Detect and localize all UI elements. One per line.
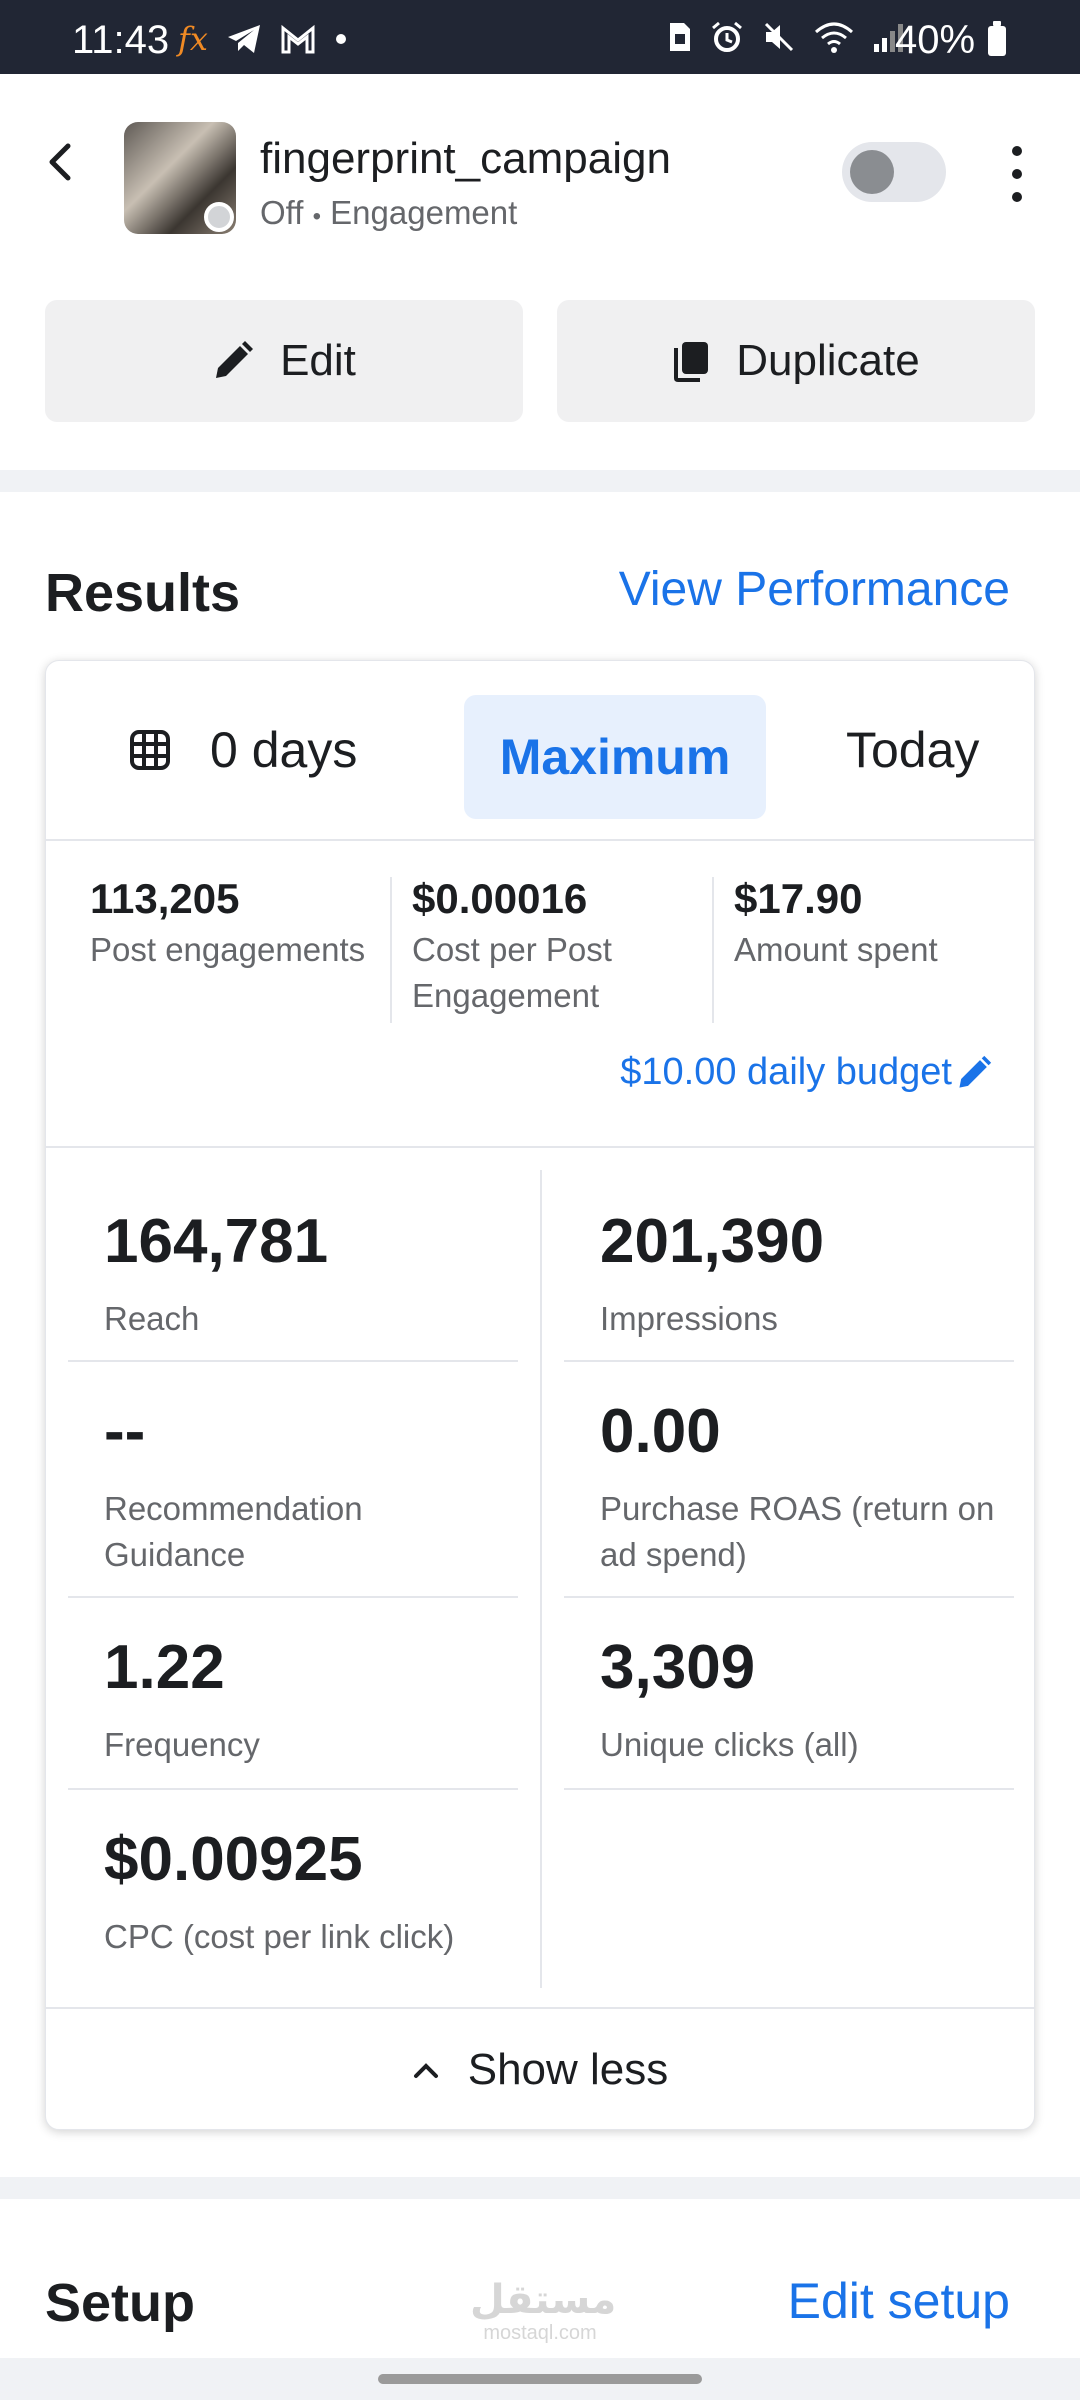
pencil-icon <box>216 341 254 378</box>
show-less-label: Show less <box>467 2045 669 2094</box>
home-gesture-handle[interactable] <box>378 2374 702 2384</box>
metric-value: 201,390 <box>600 1207 825 1276</box>
calendar-grid-icon <box>130 730 170 770</box>
metric-recommendation-guidance: -- Recommendation Guidance <box>68 1362 518 1598</box>
summary-divider <box>390 877 392 1023</box>
metric-label: Purchase ROAS (return on ad spend) <box>600 1490 995 1573</box>
summary-label: Cost per Post Engagement <box>412 931 612 1014</box>
campaign-status: Off <box>260 194 304 231</box>
alarm-icon <box>712 21 742 52</box>
summary-cost-per-engagement: $0.00016 Cost per Post Engagement <box>412 875 672 1019</box>
summary-value: $0.00016 <box>412 875 588 922</box>
subtitle-separator: • <box>312 203 321 230</box>
today-range-option[interactable]: Today <box>846 722 980 778</box>
fx-icon: fx <box>178 20 208 58</box>
metric-cpc: $0.00925 CPC (cost per link click) <box>68 1790 518 1988</box>
wifi-icon <box>815 22 853 53</box>
section-divider <box>0 2177 1080 2199</box>
duplicate-icon <box>674 342 709 382</box>
status-bar: 11:43 fx 40% <box>0 0 1080 74</box>
notification-icons: fx <box>178 20 348 58</box>
section-divider <box>0 470 1080 492</box>
metric-label: Impressions <box>600 1300 778 1337</box>
toggle-knob <box>850 150 894 194</box>
campaign-toggle[interactable] <box>842 142 946 202</box>
view-performance-link[interactable]: View Performance <box>618 563 1010 616</box>
metric-purchase-roas: 0.00 Purchase ROAS (return on ad spend) <box>564 1362 1014 1598</box>
battery-percent: 40% <box>895 18 976 62</box>
campaign-header: fingerprint_campaign Off • Engagement <box>0 74 1080 274</box>
gmail-icon <box>281 24 315 54</box>
summary-label: Post engagements <box>90 931 366 968</box>
battery-icon <box>988 21 1006 56</box>
mostaql-watermark: مستقل mostaql.com <box>470 2278 617 2345</box>
results-card: 0 days Maximum Today 113,205 Post engage… <box>45 660 1035 2130</box>
summary-amount-spent: $17.90 Amount spent <box>734 875 1014 973</box>
duplicate-button-label: Duplicate <box>736 336 920 385</box>
back-arrow-icon[interactable] <box>40 140 84 184</box>
summary-stats: 113,205 Post engagements $0.00016 Cost p… <box>46 841 1034 1148</box>
metric-label: Recommendation Guidance <box>104 1490 363 1573</box>
setup-title: Setup <box>45 2273 196 2333</box>
metric-value: 164,781 <box>104 1207 329 1276</box>
days-label: 0 days <box>210 722 358 778</box>
pencil-icon <box>959 1055 992 1088</box>
signal-icon <box>874 24 903 52</box>
metric-value: 1.22 <box>104 1633 225 1702</box>
metric-frequency: 1.22 Frequency <box>68 1598 518 1790</box>
summary-value: 113,205 <box>90 875 240 922</box>
edit-button[interactable]: Edit <box>45 300 523 422</box>
metric-impressions: 201,390 Impressions <box>564 1170 1014 1362</box>
system-icons <box>668 20 906 54</box>
metrics-grid: 164,781 Reach -- Recommendation Guidance… <box>46 1170 1034 1988</box>
chevron-up-icon <box>413 2063 438 2078</box>
metric-reach: 164,781 Reach <box>68 1170 518 1362</box>
metric-value: 3,309 <box>600 1633 756 1702</box>
daily-budget-label: $10.00 daily budget <box>620 1051 952 1093</box>
campaign-name: fingerprint_campaign <box>260 134 671 183</box>
metric-value: -- <box>104 1397 146 1466</box>
summary-label: Amount spent <box>734 931 938 968</box>
results-title: Results <box>45 563 241 623</box>
metric-value: $0.00925 <box>104 1825 363 1894</box>
metrics-column-divider <box>540 1170 542 1988</box>
summary-divider <box>712 877 714 1023</box>
daily-budget-link[interactable]: $10.00 daily budget <box>620 1051 992 1094</box>
edit-button-label: Edit <box>280 336 356 385</box>
metric-value: 0.00 <box>600 1397 721 1466</box>
watermark-arabic: مستقل <box>470 2278 617 2322</box>
metric-label: Reach <box>104 1300 200 1337</box>
metric-label: CPC (cost per link click) <box>104 1918 455 1955</box>
sim-icon <box>670 23 690 51</box>
metric-label: Unique clicks (all) <box>600 1726 859 1763</box>
status-dot-icon <box>204 202 234 232</box>
metric-label: Frequency <box>104 1726 260 1763</box>
duplicate-button[interactable]: Duplicate <box>557 300 1035 422</box>
show-less-button[interactable]: Show less <box>46 2007 1034 2131</box>
watermark-latin: mostaql.com <box>483 2322 597 2344</box>
summary-value: $17.90 <box>734 875 863 922</box>
mute-icon <box>764 22 794 52</box>
summary-post-engagements: 113,205 Post engagements <box>90 875 370 973</box>
custom-range-option[interactable]: 0 days <box>130 721 357 779</box>
more-options-icon[interactable] <box>1000 144 1034 204</box>
date-range-selector: 0 days Maximum Today <box>46 661 1034 841</box>
campaign-objective: Engagement <box>330 194 518 231</box>
dot-icon <box>335 34 346 44</box>
metric-unique-clicks: 3,309 Unique clicks (all) <box>564 1598 1014 1790</box>
edit-setup-link[interactable]: Edit setup <box>787 2273 1010 2329</box>
maximum-range-option[interactable]: Maximum <box>464 695 766 819</box>
campaign-subtitle: Off • Engagement <box>260 194 517 232</box>
status-time: 11:43 <box>72 18 170 62</box>
telegram-icon <box>227 25 260 53</box>
